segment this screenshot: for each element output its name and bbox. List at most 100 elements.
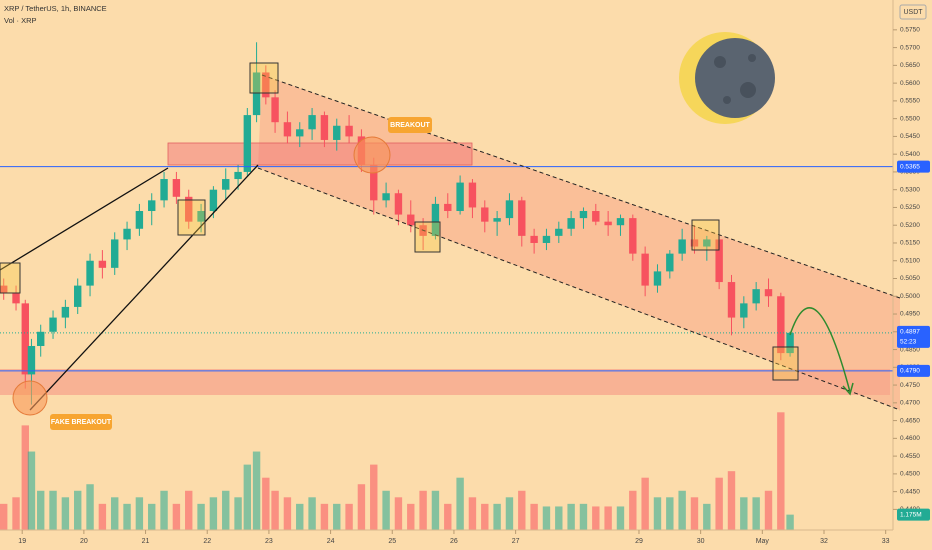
volume-bar: [592, 506, 600, 530]
volume-bar: [727, 471, 736, 530]
y-tick-label: 0.5050: [900, 275, 920, 282]
volume-bar: [555, 506, 563, 530]
candle-body: [444, 203, 452, 212]
candle-body: [407, 214, 415, 226]
subtitle: Vol · XRP: [4, 16, 37, 25]
volume-bar: [567, 503, 575, 530]
x-tick-label: 19: [18, 538, 26, 545]
y-tick-label: 0.5750: [900, 27, 920, 34]
resistance-zone: [167, 142, 473, 166]
candle-body: [690, 239, 699, 247]
candle-body: [148, 200, 156, 212]
candle-body: [555, 228, 563, 236]
volume-bar: [123, 503, 131, 530]
candle-body: [468, 182, 477, 208]
volume-bar: [629, 490, 637, 530]
volume-tag: [897, 508, 930, 521]
candle-body: [160, 179, 168, 201]
price-tag: [897, 364, 930, 377]
candle-body: [530, 235, 538, 243]
candle-body: [592, 211, 600, 222]
price-tag-label: 0.5365: [900, 163, 920, 170]
y-tick-label: 0.5000: [900, 293, 920, 300]
candle-body: [262, 72, 270, 98]
volume-bar: [333, 503, 341, 530]
candle-body: [715, 239, 723, 283]
candle-body: [234, 171, 242, 180]
volume-bar: [49, 490, 57, 530]
y-tick-label: 0.5300: [900, 186, 920, 193]
title: XRP / TetherUS, 1h, BINANCE: [4, 4, 107, 13]
y-tick-label: 0.4450: [900, 488, 920, 495]
volume-bar: [222, 490, 230, 530]
candle-body: [481, 207, 489, 222]
volume-bar: [209, 497, 218, 530]
y-tick-label: 0.4700: [900, 400, 920, 407]
x-tick-label: 26: [450, 538, 458, 545]
candle-body: [252, 72, 261, 116]
y-tick-label: 0.4500: [900, 471, 920, 478]
volume-bar: [243, 464, 252, 530]
highlight-box: [177, 199, 206, 236]
y-tick-label: 0.5600: [900, 80, 920, 87]
volume-bar: [148, 503, 156, 530]
x-tick-label: 32: [820, 538, 828, 545]
annotation-bg: [388, 117, 432, 133]
y-tick-label: 0.4650: [900, 417, 920, 424]
volume-bar: [357, 484, 366, 530]
highlight-box: [414, 221, 441, 253]
channel-upper: [261, 74, 901, 299]
candle-body: [678, 239, 686, 254]
candle-body: [27, 345, 36, 375]
candle-body: [752, 289, 760, 304]
candle-body: [197, 211, 205, 222]
x-tick-label: 29: [635, 538, 643, 545]
candle-body: [542, 235, 551, 243]
candle-body: [567, 218, 575, 229]
channel-lower: [257, 167, 901, 411]
candle-body: [740, 303, 748, 318]
candle-body: [0, 285, 8, 293]
candle-body: [703, 239, 711, 247]
volume-tag-label: 1.175M: [900, 511, 922, 518]
volume-bar: [12, 497, 20, 530]
volume-bar: [74, 490, 82, 530]
last-price-tag: [897, 325, 930, 348]
volume-bar: [530, 503, 538, 530]
candle-body: [111, 239, 119, 268]
volume-bar: [703, 503, 711, 530]
wedge-lower: [29, 164, 259, 411]
drawings: BREAKOUT FAKE BREAKOUT: [0, 32, 901, 430]
x-tick-label: 27: [512, 538, 520, 545]
moon-disc: [695, 38, 775, 118]
candle-body: [456, 182, 464, 212]
volume-bar: [505, 497, 514, 530]
candle-body: [283, 122, 292, 137]
arrow-head: [842, 382, 854, 396]
volume-bar: [407, 503, 415, 530]
highlight-box: [249, 62, 279, 94]
volume-bar: [616, 506, 625, 530]
volume-bar: [135, 497, 144, 530]
breakout-circle: [353, 136, 391, 174]
volume-bar: [296, 503, 304, 530]
volume-bar: [481, 503, 489, 530]
candle-body: [345, 125, 353, 137]
volume-bar: [283, 497, 292, 530]
candle-body: [49, 317, 57, 332]
volume-bar: [764, 490, 773, 530]
volume-bar: [0, 503, 8, 530]
candle-body: [61, 306, 70, 318]
volume-bar: [456, 477, 464, 530]
candle-body: [21, 303, 29, 375]
volume-bar: [37, 490, 45, 530]
volume-bar: [197, 503, 205, 530]
volume-bar: [111, 497, 119, 530]
volume-bar: [394, 497, 403, 530]
y-tick-label: 0.4850: [900, 346, 920, 353]
volume-bar: [786, 514, 794, 530]
volume-bar: [98, 503, 107, 530]
x-tick-label: 20: [80, 538, 88, 545]
